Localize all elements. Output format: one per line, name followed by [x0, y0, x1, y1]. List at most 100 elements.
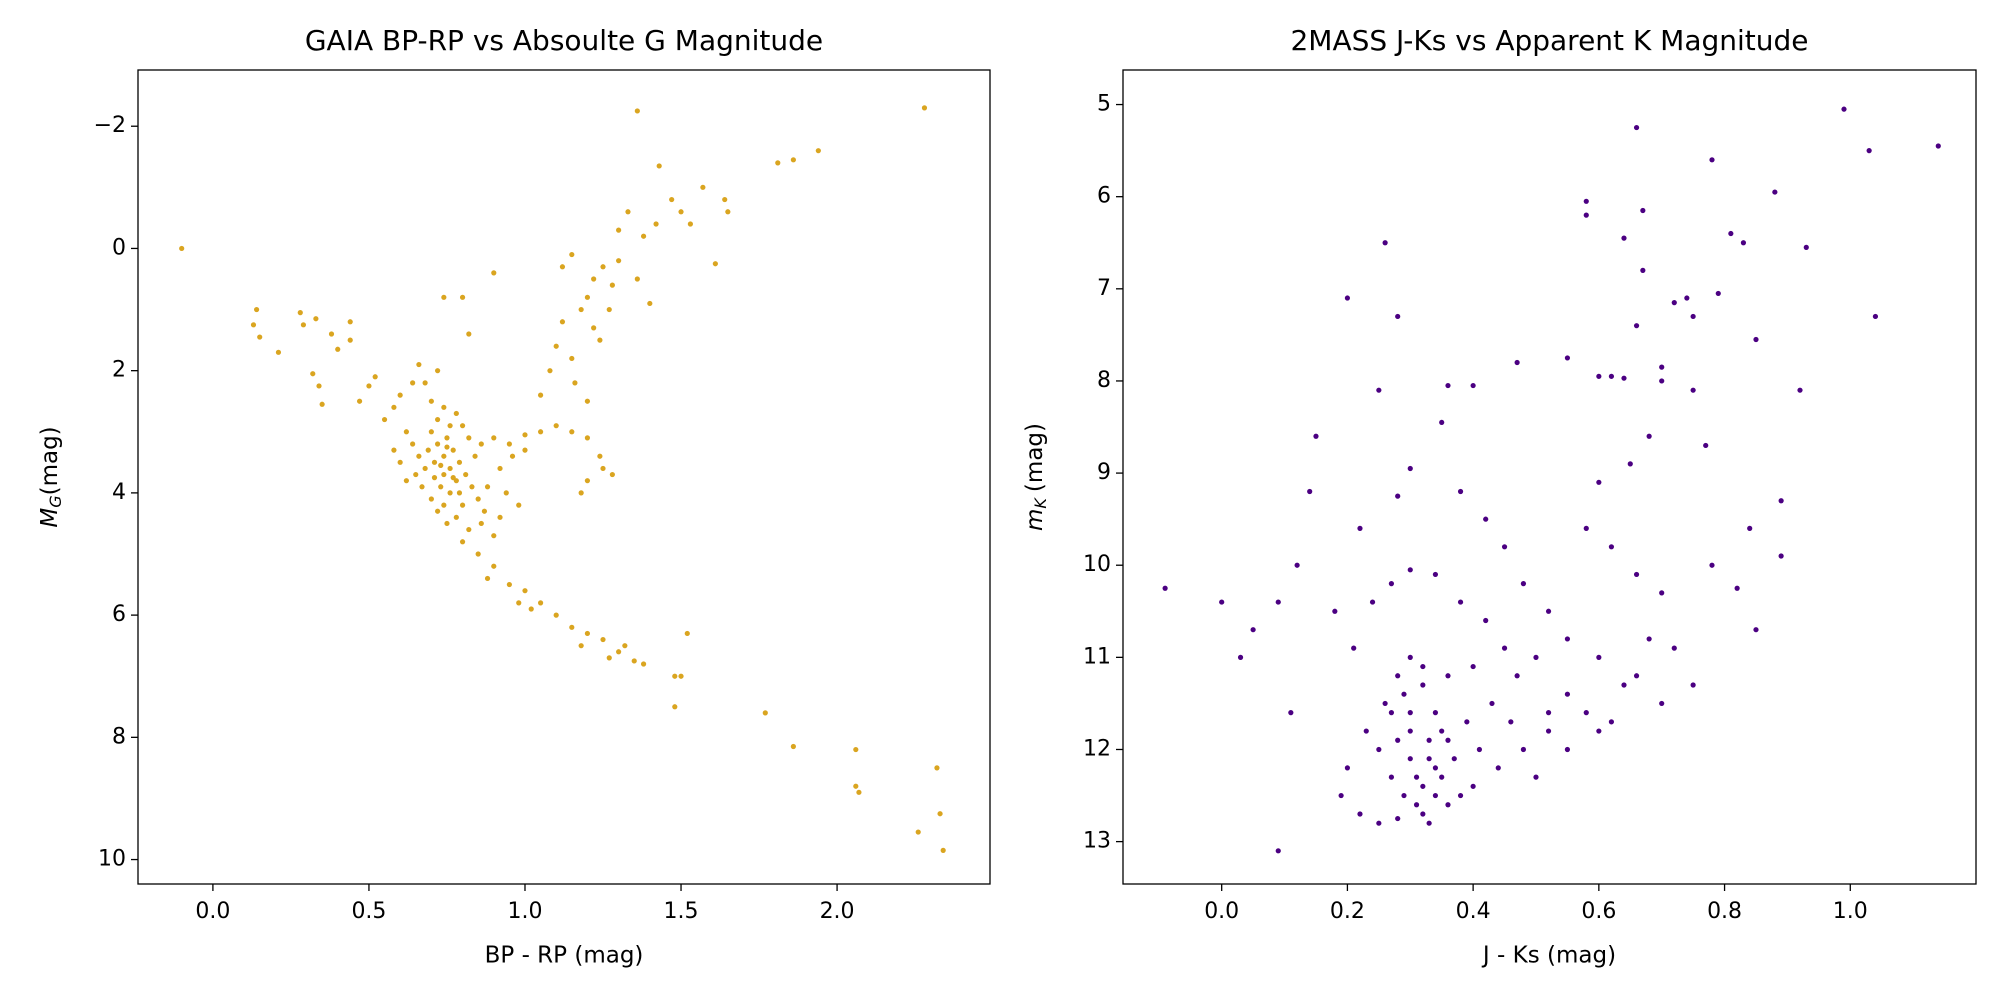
- point: [1351, 645, 1357, 651]
- point: [1464, 719, 1470, 725]
- point: [1307, 488, 1313, 495]
- point: [1709, 157, 1715, 163]
- point: [1457, 488, 1464, 495]
- point: [1709, 562, 1715, 568]
- point: [509, 453, 516, 459]
- point: [1344, 295, 1351, 301]
- point: [1872, 313, 1879, 320]
- point: [1608, 373, 1615, 379]
- point: [606, 306, 612, 313]
- point: [397, 459, 403, 465]
- point: [1753, 336, 1759, 343]
- point: [1564, 691, 1571, 697]
- point: [497, 465, 503, 472]
- point: [622, 643, 628, 649]
- point: [491, 435, 497, 441]
- point: [1633, 571, 1640, 578]
- point: [428, 496, 434, 502]
- point: [553, 343, 559, 349]
- point: [428, 398, 434, 404]
- point: [453, 410, 459, 417]
- point: [522, 432, 528, 438]
- point: [478, 441, 484, 447]
- point: [1640, 267, 1646, 273]
- point: [441, 404, 447, 410]
- point: [1369, 599, 1376, 605]
- point: [672, 704, 678, 710]
- point: [313, 316, 319, 322]
- point: [435, 368, 441, 374]
- point: [1495, 765, 1501, 771]
- point: [1294, 562, 1300, 568]
- point: [1690, 313, 1696, 320]
- point: [1420, 811, 1426, 817]
- y-label-symbol: m: [1022, 509, 1048, 531]
- point: [356, 398, 363, 404]
- point: [569, 624, 575, 630]
- point: [422, 465, 428, 472]
- point: [1382, 700, 1388, 707]
- point: [1596, 728, 1602, 734]
- point: [438, 484, 444, 490]
- point: [584, 294, 591, 300]
- point: [1395, 737, 1401, 743]
- point: [441, 453, 447, 459]
- point: [253, 306, 260, 313]
- point: [522, 447, 528, 453]
- point: [1413, 774, 1420, 780]
- point: [484, 575, 491, 582]
- point: [1621, 375, 1627, 381]
- x-tick-label: 0.0: [1204, 899, 1239, 924]
- point: [1445, 737, 1451, 743]
- point: [1420, 663, 1426, 670]
- point: [1439, 774, 1445, 780]
- point: [466, 435, 472, 441]
- y-tick-label: −2: [94, 113, 126, 138]
- point: [491, 270, 497, 276]
- point: [1332, 608, 1338, 614]
- point: [1583, 212, 1589, 218]
- point: [1545, 728, 1552, 734]
- point: [1866, 148, 1872, 154]
- point: [616, 649, 622, 655]
- point: [1659, 364, 1665, 370]
- point: [1596, 373, 1602, 379]
- point: [1344, 765, 1351, 771]
- point: [422, 380, 428, 386]
- point: [1382, 240, 1388, 246]
- point: [634, 108, 640, 114]
- y-label-subscript: G: [46, 495, 65, 507]
- y-tick-label: 10: [1083, 552, 1111, 577]
- chart-title: GAIA BP-RP vs Absoulte G Magnitude: [305, 24, 823, 57]
- point: [1420, 783, 1426, 789]
- point: [1162, 585, 1168, 591]
- point: [1376, 820, 1382, 826]
- point: [179, 245, 185, 252]
- point: [940, 847, 946, 853]
- point: [1432, 571, 1439, 578]
- point: [516, 600, 522, 606]
- point: [428, 429, 434, 435]
- point: [1671, 645, 1677, 651]
- point: [466, 526, 472, 533]
- point: [1797, 387, 1803, 393]
- point: [475, 551, 481, 557]
- point: [1457, 599, 1464, 605]
- point: [569, 355, 575, 362]
- y-axis-label: MG(mag): [37, 426, 65, 527]
- point: [416, 453, 422, 459]
- point: [435, 508, 441, 514]
- point: [591, 276, 597, 282]
- point: [391, 447, 397, 453]
- point: [915, 829, 921, 835]
- axes-frame: [1122, 69, 1977, 885]
- point: [609, 471, 615, 478]
- point: [853, 746, 859, 753]
- point: [1627, 461, 1633, 467]
- point: [1275, 599, 1281, 605]
- point: [450, 475, 456, 481]
- point: [1659, 700, 1665, 707]
- y-tick-label: 9: [1097, 460, 1111, 485]
- point: [1426, 756, 1432, 762]
